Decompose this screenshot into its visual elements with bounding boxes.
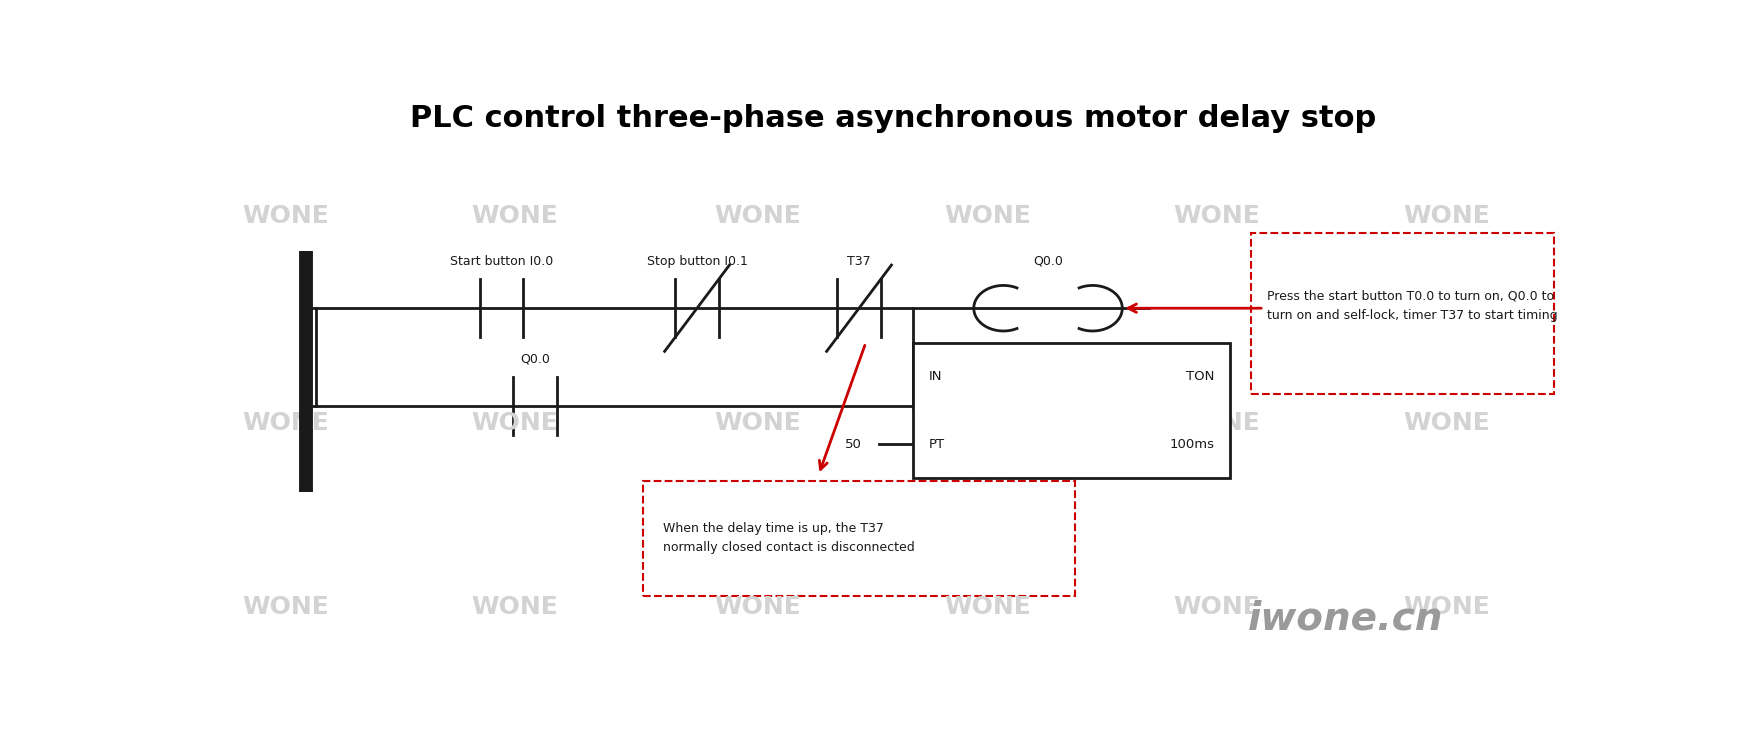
Text: WONE: WONE [944, 595, 1031, 619]
Text: WONE: WONE [1402, 412, 1489, 436]
Text: PLC control three-phase asynchronous motor delay stop: PLC control three-phase asynchronous mot… [409, 104, 1376, 133]
Text: WONE: WONE [1174, 412, 1259, 436]
Text: WONE: WONE [242, 412, 329, 436]
Text: IN: IN [928, 370, 942, 383]
Text: When the delay time is up, the T37
normally closed contact is disconnected: When the delay time is up, the T37 norma… [664, 522, 915, 554]
Text: WONE: WONE [1402, 204, 1489, 228]
Text: WONE: WONE [1402, 595, 1489, 619]
Text: 50: 50 [845, 438, 862, 450]
Text: WONE: WONE [1174, 595, 1259, 619]
Text: Start button I0.0: Start button I0.0 [449, 255, 552, 268]
Text: WONE: WONE [472, 595, 557, 619]
Text: Stop button I0.1: Stop button I0.1 [646, 255, 747, 268]
Text: Press the start button T0.0 to turn on, Q0.0 to
turn on and self-lock, timer T37: Press the start button T0.0 to turn on, … [1266, 290, 1557, 322]
Bar [913, 343, 1230, 478]
Text: T37: T37 [847, 255, 871, 268]
Text: WONE: WONE [242, 595, 329, 619]
Text: PT: PT [928, 438, 946, 450]
Text: iwone.cn: iwone.cn [1247, 600, 1442, 638]
Text: Q0.0: Q0.0 [521, 353, 550, 366]
Text: TON: TON [1186, 370, 1214, 383]
Bar [643, 481, 1075, 596]
Text: 100ms: 100ms [1169, 438, 1214, 450]
Bar [1251, 233, 1554, 394]
Text: WONE: WONE [472, 412, 557, 436]
Text: WONE: WONE [1174, 204, 1259, 228]
Text: WONE: WONE [944, 412, 1031, 436]
Text: WONE: WONE [944, 204, 1031, 228]
Text: WONE: WONE [242, 204, 329, 228]
Text: WONE: WONE [714, 412, 801, 436]
Text: WONE: WONE [472, 204, 557, 228]
Text: WONE: WONE [714, 595, 801, 619]
Text: Q0.0: Q0.0 [1033, 255, 1063, 268]
Text: WONE: WONE [714, 204, 801, 228]
